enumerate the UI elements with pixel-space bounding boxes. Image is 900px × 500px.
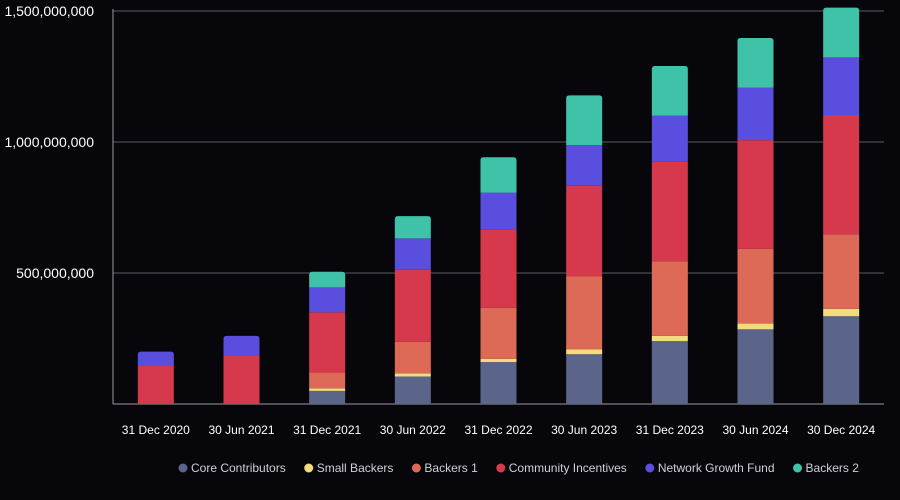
bar-segment [480, 358, 517, 363]
bar-segment [394, 341, 431, 374]
bar-segment [823, 7, 860, 58]
legend-item: Backers 1 [411, 461, 478, 475]
bar-segment [566, 95, 603, 146]
bar-segment [309, 388, 346, 391]
x-tick-label: 30 Jun 2024 [722, 423, 788, 437]
x-tick-label: 30 Jun 2021 [208, 423, 274, 437]
legend-label: Community Incentives [509, 461, 627, 475]
bar-segment [737, 140, 774, 249]
bar-segment [309, 312, 346, 373]
bar-segment [309, 271, 346, 288]
bar-segment [823, 115, 860, 235]
bar-segment [566, 185, 603, 277]
legend-label: Core Contributors [191, 461, 286, 475]
bar-segment [394, 216, 431, 239]
bar-segment [823, 57, 860, 116]
bar-segment [309, 287, 346, 313]
legend-label: Network Growth Fund [658, 461, 775, 475]
bar-segment [309, 390, 346, 404]
x-tick-label: 30 Jun 2022 [380, 423, 446, 437]
bar-segment [651, 115, 688, 162]
legend-item: Community Incentives [496, 461, 627, 475]
x-tick-label: 30 Jun 2023 [551, 423, 617, 437]
bar-segment [480, 229, 517, 308]
x-tick-label: 31 Dec 2022 [464, 423, 532, 437]
y-tick-label: 1,500,000,000 [4, 3, 94, 19]
bar-segment [737, 248, 774, 324]
bar-segment [737, 37, 774, 88]
bar-segment [394, 238, 431, 270]
bar-segment [566, 349, 603, 355]
bar-segment [480, 307, 517, 359]
bar-segment [480, 157, 517, 193]
bar-segment [823, 316, 860, 404]
legend-swatch [496, 463, 506, 473]
legend-swatch [304, 463, 314, 473]
bar-segment [223, 355, 260, 404]
legend-item: Core Contributors [178, 461, 286, 475]
bar-segment [309, 372, 346, 389]
bar-segment [651, 66, 688, 116]
legend-item: Small Backers [304, 461, 393, 475]
bar-segment [394, 373, 431, 377]
bar-segment [651, 335, 688, 342]
legend-label: Backers 1 [424, 461, 478, 475]
bar-segment [823, 308, 860, 317]
bar-segment [823, 234, 860, 309]
legend-swatch [793, 463, 803, 473]
x-tick-label: 31 Dec 2023 [636, 423, 704, 437]
y-tick-label: 500,000,000 [16, 265, 94, 281]
bar-segment [223, 335, 260, 356]
bar-segment [566, 276, 603, 350]
bar-segment [394, 376, 431, 404]
bar-segment [137, 366, 174, 404]
bar-segment [137, 351, 174, 367]
bar-segment [480, 192, 517, 230]
legend-swatch [411, 463, 421, 473]
x-tick-label: 30 Dec 2024 [807, 423, 875, 437]
x-tick-label: 31 Dec 2021 [293, 423, 361, 437]
x-tick-label: 31 Dec 2020 [122, 423, 190, 437]
y-tick-label: 1,000,000,000 [4, 134, 94, 150]
bar-segment [394, 269, 431, 342]
bar-segment [737, 329, 774, 404]
bar-segment [651, 341, 688, 404]
bar-segment [737, 87, 774, 141]
legend-item: Backers 2 [793, 461, 859, 475]
legend-label: Backers 2 [806, 461, 860, 475]
bar-segment [566, 145, 603, 186]
legend-label: Small Backers [317, 461, 394, 475]
legend-swatch [178, 463, 188, 473]
bar-segment [566, 354, 603, 404]
bar-segment [480, 362, 517, 404]
bar-segment [737, 323, 774, 330]
bar-segment [651, 261, 688, 336]
legend-swatch [645, 463, 655, 473]
legend-item: Network Growth Fund [645, 461, 775, 475]
bar-segment [651, 161, 688, 262]
